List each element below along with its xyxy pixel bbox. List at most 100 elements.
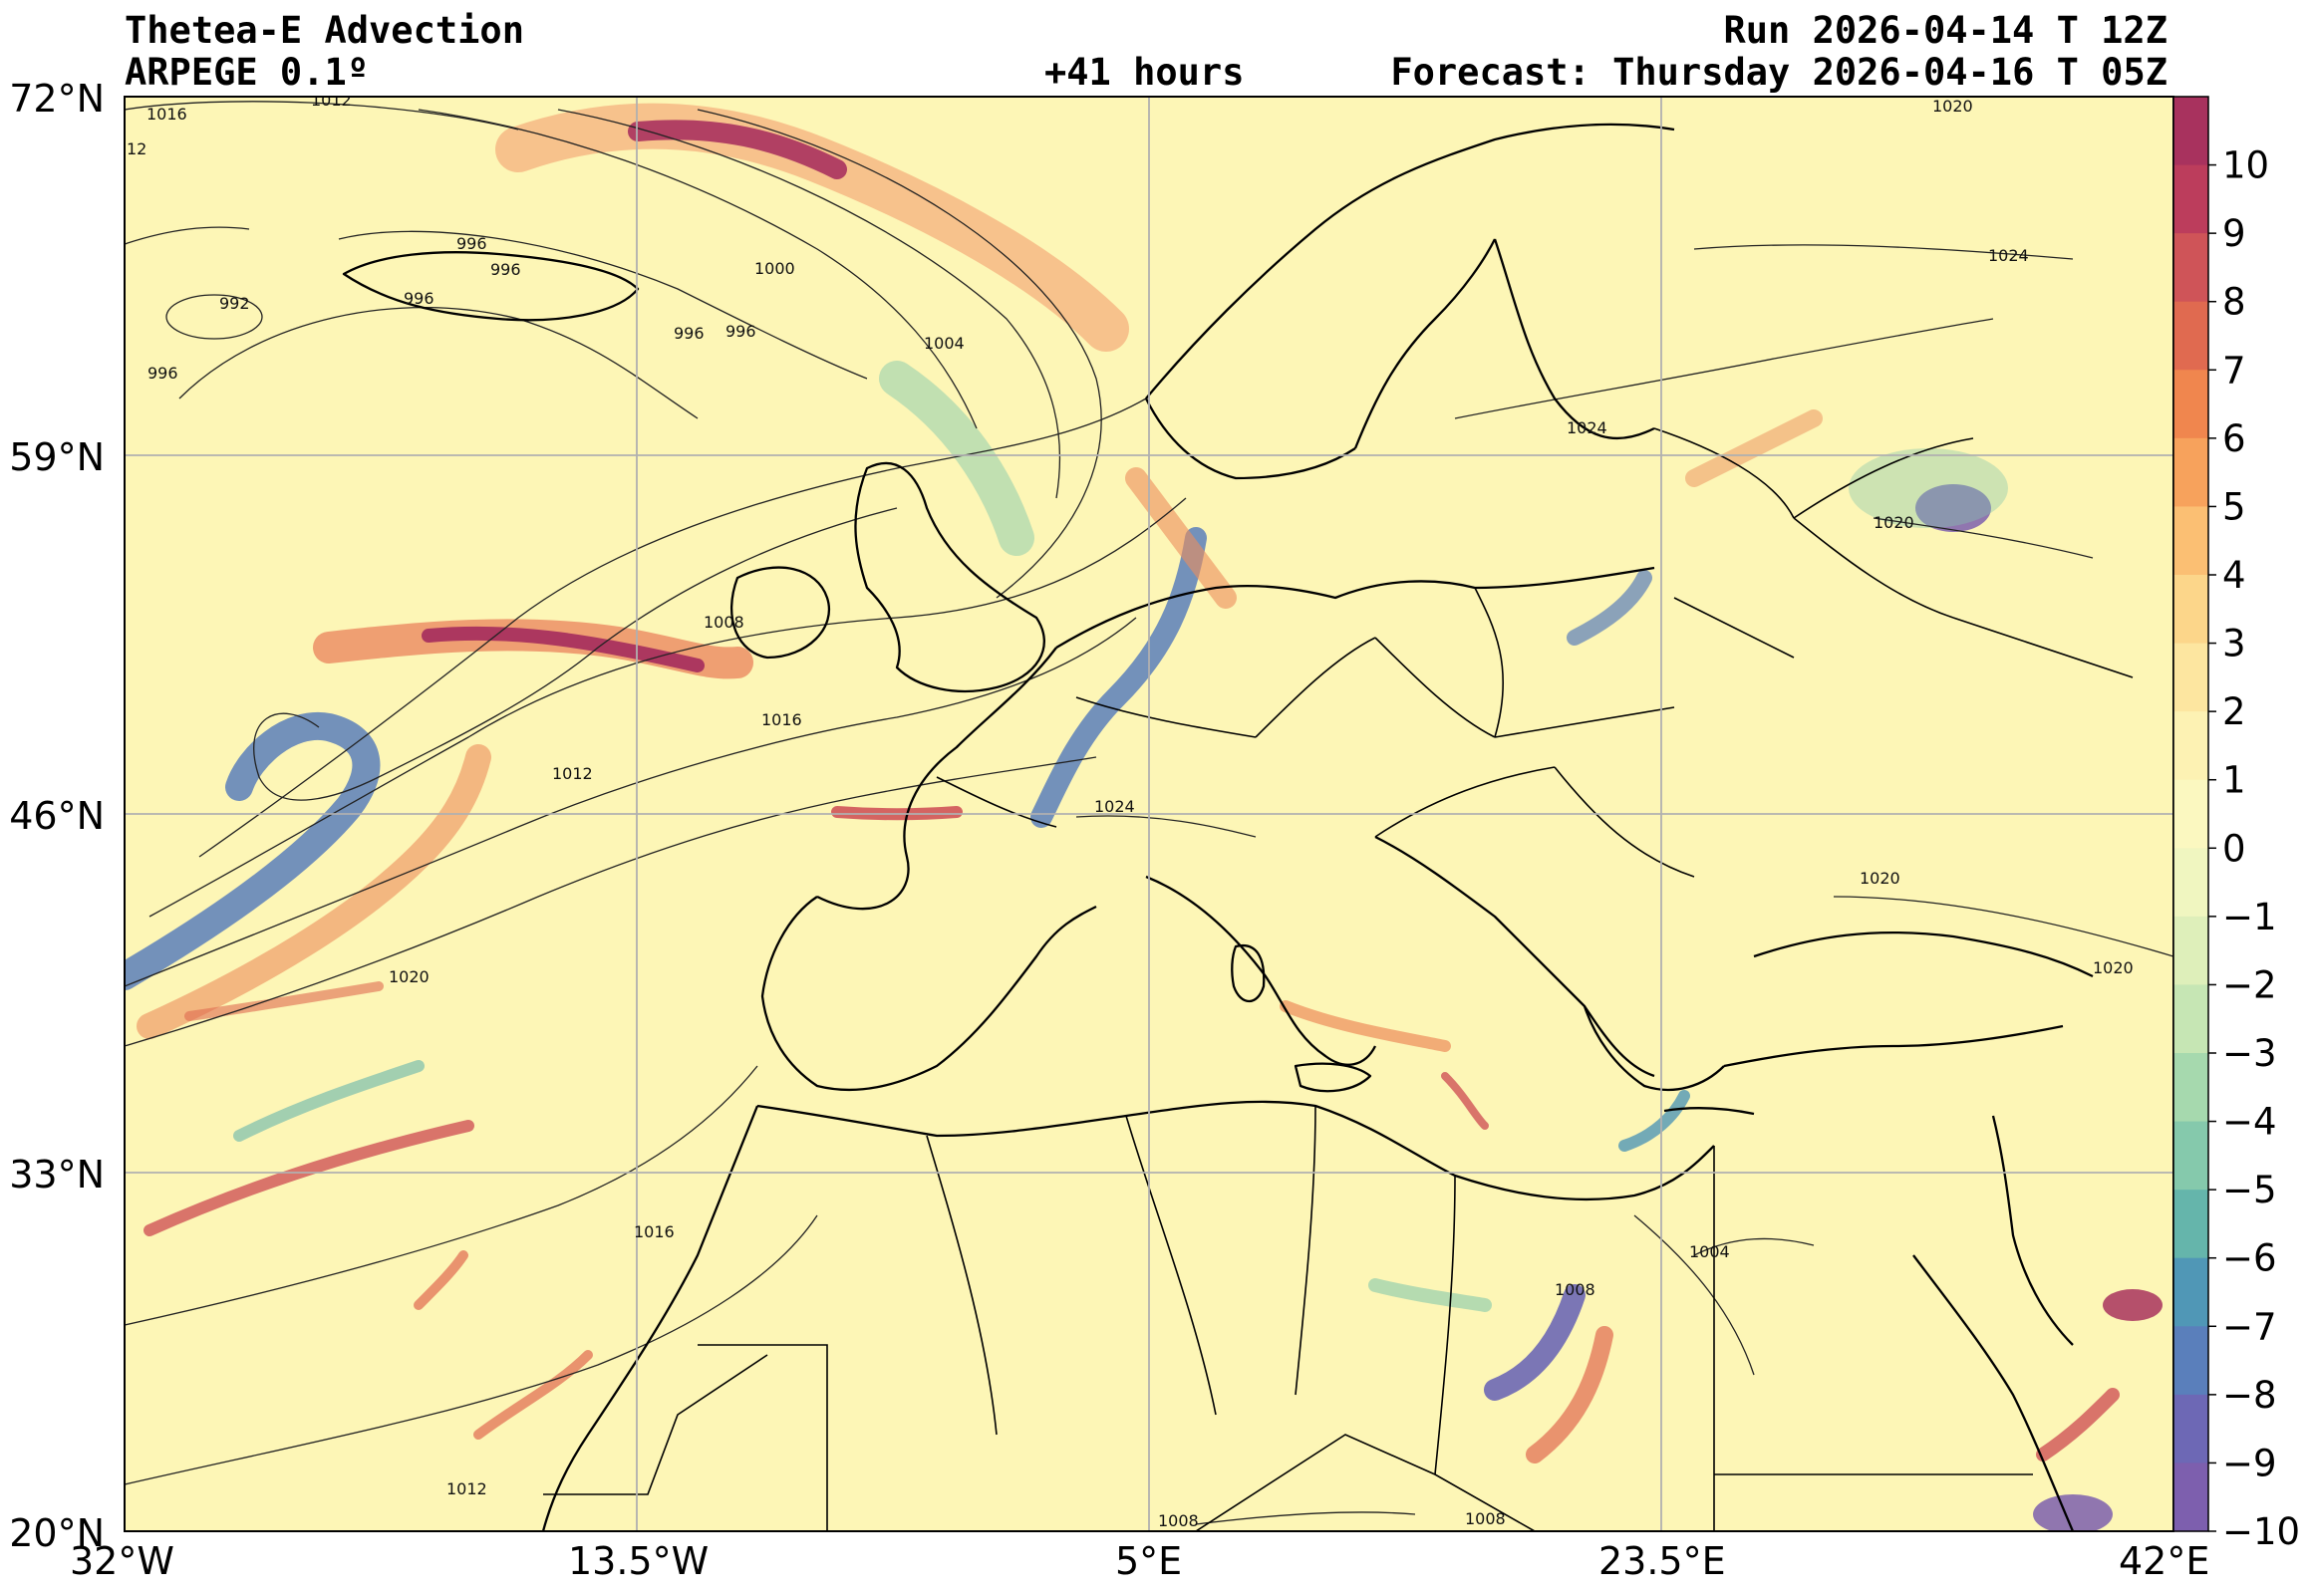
isobar-label: 1020 bbox=[389, 967, 430, 986]
cold-streak-azores bbox=[233, 1060, 425, 1142]
border bbox=[1673, 597, 1795, 659]
cold-spiral bbox=[125, 711, 381, 990]
blacksea-coast bbox=[1753, 931, 2094, 978]
border bbox=[1952, 617, 2134, 678]
lat-tick-33n: 33°N bbox=[9, 1153, 105, 1197]
colorbar-segment bbox=[2173, 575, 2208, 645]
colorbar-tick-label: 10 bbox=[2222, 144, 2269, 187]
border bbox=[1075, 696, 1257, 738]
isobar-label: 1020 bbox=[1874, 513, 1914, 532]
colorbar-tick-label: −9 bbox=[2222, 1442, 2277, 1484]
border bbox=[1474, 587, 1505, 738]
graticule bbox=[125, 97, 2173, 1531]
border bbox=[1793, 517, 1954, 619]
isobar bbox=[1873, 517, 2094, 559]
run-label: Run 2026-04-14 T 12Z bbox=[1723, 9, 2168, 52]
cold-band-poland bbox=[1567, 570, 1652, 646]
isobar-label: 996 bbox=[404, 289, 434, 308]
warm-streak-azores bbox=[144, 1120, 474, 1236]
isobar-label: 1008 bbox=[704, 613, 744, 632]
cold-front-northsea bbox=[1030, 527, 1207, 828]
colorbar-segment bbox=[2173, 301, 2208, 371]
finland-coast bbox=[1493, 238, 1655, 440]
isobar bbox=[1693, 244, 2074, 260]
isobar-label: 1024 bbox=[1094, 797, 1135, 816]
map-area: 1016 1012 12 996 996 992 996 996 996 100… bbox=[125, 97, 2173, 1531]
isobar-label: 1020 bbox=[2093, 958, 2134, 977]
border bbox=[1295, 1105, 1316, 1396]
isobar-label: 996 bbox=[147, 364, 178, 383]
isobar-label: 996 bbox=[725, 322, 756, 341]
isobar bbox=[198, 398, 1147, 858]
borders bbox=[543, 427, 2134, 1531]
colorbar-segment bbox=[2173, 164, 2208, 234]
colorbar-tick-label: −1 bbox=[2222, 896, 2277, 938]
isobar-label: 992 bbox=[219, 294, 250, 313]
warm-streak-arabia bbox=[2036, 1388, 2120, 1462]
isobar bbox=[125, 226, 250, 245]
warm-streak-tunisia bbox=[1441, 1072, 1489, 1130]
colorbar-tick-label: 1 bbox=[2222, 759, 2246, 802]
colorbar-tick-label: 2 bbox=[2222, 690, 2246, 733]
colorbar-segment bbox=[2173, 984, 2208, 1054]
colorbar-segment bbox=[2173, 506, 2208, 576]
colorbar-segment bbox=[2173, 916, 2208, 986]
warm-streak-atlantic-2 bbox=[184, 981, 384, 1021]
lon-tick-23.5e: 23.5°E bbox=[1598, 1539, 1726, 1583]
isobar bbox=[148, 497, 1187, 918]
isobar-label: 1008 bbox=[1158, 1511, 1199, 1530]
warm-band-northsea bbox=[1125, 467, 1237, 609]
border bbox=[1554, 766, 1695, 878]
isobar bbox=[253, 507, 898, 801]
warm-core-atlantic bbox=[422, 626, 705, 672]
colorbar-tick-label: 0 bbox=[2222, 827, 2246, 870]
colorbar-segment bbox=[2173, 1394, 2208, 1464]
isobar-label: 1016 bbox=[146, 105, 187, 124]
coastlines bbox=[342, 123, 2094, 1531]
sicily-coast bbox=[1294, 1062, 1372, 1093]
isobar-label: 1020 bbox=[1860, 869, 1900, 888]
isobar bbox=[125, 617, 1137, 987]
colorbar-segment bbox=[2173, 643, 2208, 712]
north-africa-coast bbox=[756, 1100, 1715, 1201]
isobar bbox=[1195, 1511, 1416, 1525]
cold-patch-algeria bbox=[1368, 1278, 1492, 1312]
isobar-label: 996 bbox=[456, 234, 487, 253]
isobar-label: 1016 bbox=[761, 710, 802, 729]
lon-tick-32w: 32°W bbox=[70, 1539, 174, 1583]
warm-band-libya bbox=[1526, 1326, 1613, 1463]
border bbox=[936, 776, 1057, 828]
turkey-coast bbox=[1723, 1024, 2064, 1068]
border bbox=[1374, 637, 1496, 738]
isobar bbox=[125, 101, 519, 131]
border bbox=[698, 1344, 828, 1531]
crete-coast bbox=[1663, 1107, 1755, 1116]
colorbar-segment bbox=[2173, 437, 2208, 508]
warm-band-italy bbox=[1280, 1000, 1451, 1052]
sweden-coast bbox=[1353, 238, 1497, 449]
colorbar-segment bbox=[2173, 848, 2208, 918]
isobar-label: 1016 bbox=[634, 1222, 675, 1241]
morocco-coast bbox=[541, 1105, 759, 1531]
isobar-label: 1024 bbox=[1567, 418, 1607, 437]
isobars bbox=[125, 101, 2173, 1525]
cold-patch-ireland bbox=[879, 361, 1034, 556]
isobar-label: 1004 bbox=[1689, 1242, 1730, 1261]
britain-coast bbox=[854, 461, 1045, 693]
norway-coast bbox=[1145, 123, 1675, 399]
isobar-label: 1012 bbox=[446, 1479, 487, 1498]
lon-tick-5e: 5°E bbox=[1115, 1539, 1183, 1583]
isobar bbox=[1693, 1237, 1815, 1256]
isobar-label: 1024 bbox=[1988, 246, 2029, 265]
colorbar-tick-label: −6 bbox=[2222, 1237, 2277, 1280]
isobar bbox=[1075, 815, 1257, 838]
colorbar-segment bbox=[2173, 97, 2208, 166]
lat-tick-20n: 20°N bbox=[9, 1511, 105, 1555]
isobar-label: 1020 bbox=[1932, 97, 1973, 116]
colorbar-tick-label: 7 bbox=[2222, 349, 2246, 392]
warm-core-north bbox=[628, 120, 847, 179]
cold-blob-russia-halo bbox=[1849, 448, 2008, 528]
model-label: ARPEGE 0.1º bbox=[125, 51, 370, 94]
greece-coast bbox=[1583, 1005, 1725, 1092]
lat-tick-72n: 72°N bbox=[9, 77, 105, 121]
